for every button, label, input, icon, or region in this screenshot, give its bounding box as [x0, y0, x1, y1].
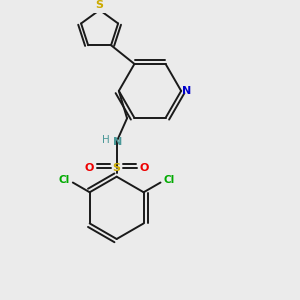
- Text: N: N: [182, 86, 191, 96]
- Text: N: N: [113, 136, 123, 147]
- Text: O: O: [139, 163, 148, 172]
- Text: O: O: [85, 163, 94, 172]
- Text: H: H: [102, 135, 110, 145]
- Text: S: S: [113, 163, 121, 172]
- Text: Cl: Cl: [58, 175, 69, 185]
- Text: Cl: Cl: [164, 175, 175, 185]
- Text: S: S: [96, 0, 104, 10]
